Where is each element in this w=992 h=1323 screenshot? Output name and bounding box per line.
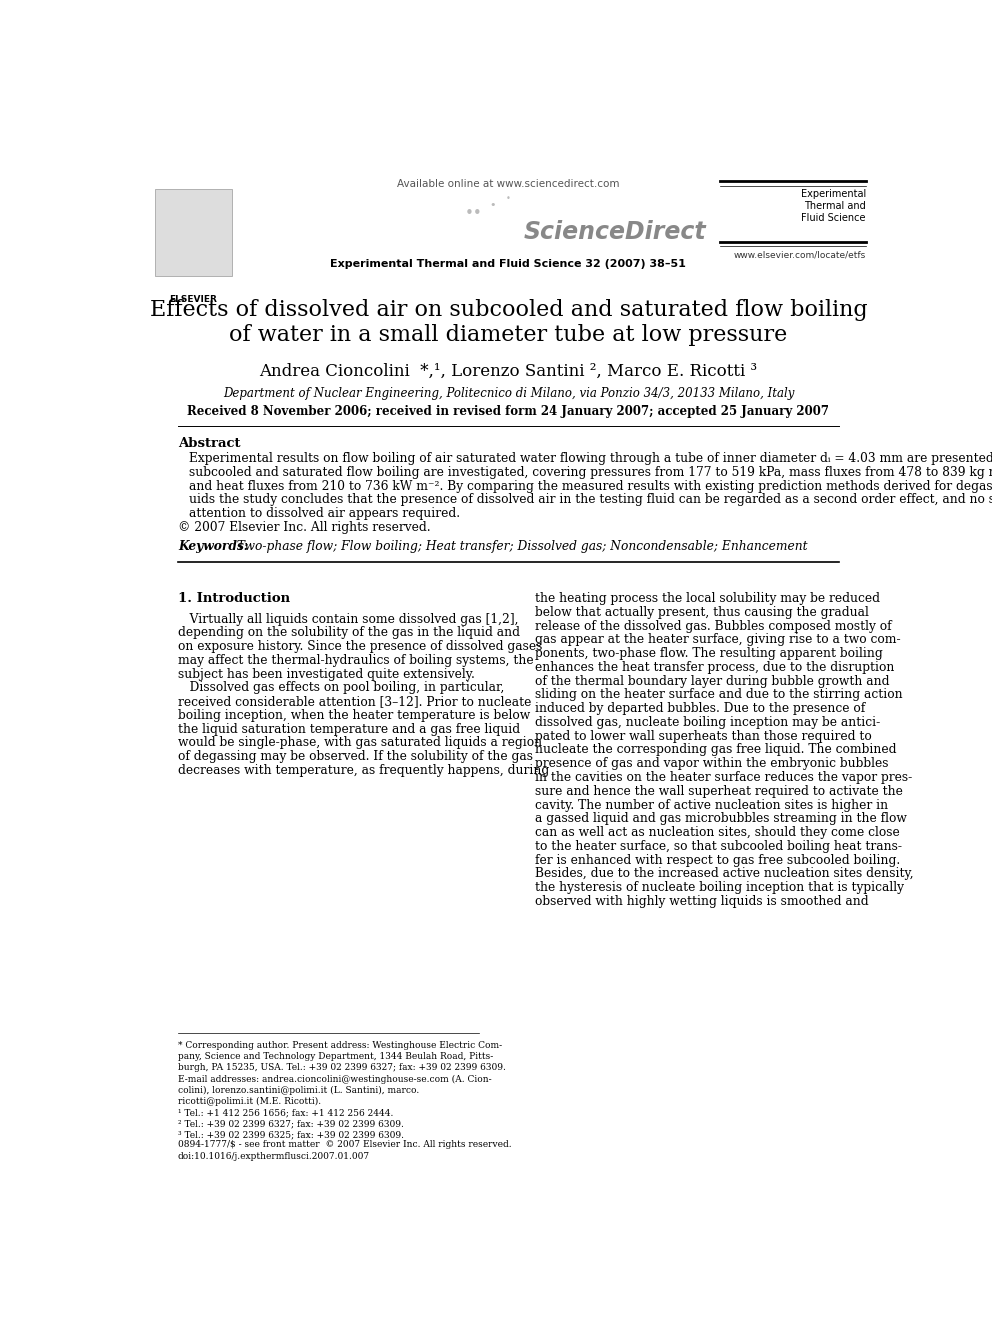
Text: of the thermal boundary layer during bubble growth and: of the thermal boundary layer during bub… bbox=[536, 675, 890, 688]
Text: uids the study concludes that the presence of dissolved air in the testing fluid: uids the study concludes that the presen… bbox=[189, 493, 992, 507]
Text: subcooled and saturated flow boiling are investigated, covering pressures from 1: subcooled and saturated flow boiling are… bbox=[189, 466, 992, 479]
Text: ••: •• bbox=[465, 205, 483, 221]
Text: colini), lorenzo.santini@polimi.it (L. Santini), marco.: colini), lorenzo.santini@polimi.it (L. S… bbox=[178, 1086, 419, 1095]
Text: E-mail addresses: andrea.cioncolini@westinghouse-se.com (A. Cion-: E-mail addresses: andrea.cioncolini@west… bbox=[178, 1074, 491, 1084]
Text: ¹ Tel.: +1 412 256 1656; fax: +1 412 256 2444.: ¹ Tel.: +1 412 256 1656; fax: +1 412 256… bbox=[178, 1109, 393, 1117]
Text: boiling inception, when the heater temperature is below: boiling inception, when the heater tempe… bbox=[178, 709, 530, 722]
Text: Available online at www.sciencedirect.com: Available online at www.sciencedirect.co… bbox=[397, 179, 620, 189]
Text: Received 8 November 2006; received in revised form 24 January 2007; accepted 25 : Received 8 November 2006; received in re… bbox=[187, 405, 829, 418]
Text: the heating process the local solubility may be reduced: the heating process the local solubility… bbox=[536, 593, 880, 605]
Text: sliding on the heater surface and due to the stirring action: sliding on the heater surface and due to… bbox=[536, 688, 903, 701]
Text: observed with highly wetting liquids is smoothed and: observed with highly wetting liquids is … bbox=[536, 894, 869, 908]
Text: a gassed liquid and gas microbubbles streaming in the flow: a gassed liquid and gas microbubbles str… bbox=[536, 812, 907, 826]
Text: * Corresponding author. Present address: Westinghouse Electric Com-: * Corresponding author. Present address:… bbox=[178, 1041, 502, 1050]
Text: below that actually present, thus causing the gradual: below that actually present, thus causin… bbox=[536, 606, 869, 619]
Text: Andrea Cioncolini  *,¹, Lorenzo Santini ², Marco E. Ricotti ³: Andrea Cioncolini *,¹, Lorenzo Santini ²… bbox=[259, 363, 758, 380]
Text: pated to lower wall superheats than those required to: pated to lower wall superheats than thos… bbox=[536, 730, 872, 742]
Text: doi:10.1016/j.expthermflusci.2007.01.007: doi:10.1016/j.expthermflusci.2007.01.007 bbox=[178, 1152, 370, 1162]
Text: 1. Introduction: 1. Introduction bbox=[178, 593, 290, 605]
Text: Keywords:: Keywords: bbox=[178, 540, 248, 553]
Text: to the heater surface, so that subcooled boiling heat trans-: to the heater surface, so that subcooled… bbox=[536, 840, 903, 853]
Text: attention to dissolved air appears required.: attention to dissolved air appears requi… bbox=[189, 507, 460, 520]
Text: Virtually all liquids contain some dissolved gas [1,2],: Virtually all liquids contain some disso… bbox=[178, 613, 518, 626]
Text: the hysteresis of nucleate boiling inception that is typically: the hysteresis of nucleate boiling incep… bbox=[536, 881, 905, 894]
Text: burgh, PA 15235, USA. Tel.: +39 02 2399 6327; fax: +39 02 2399 6309.: burgh, PA 15235, USA. Tel.: +39 02 2399 … bbox=[178, 1064, 506, 1073]
Text: ScienceDirect: ScienceDirect bbox=[524, 220, 706, 243]
Text: subject has been investigated quite extensively.: subject has been investigated quite exte… bbox=[178, 668, 475, 680]
Text: enhances the heat transfer process, due to the disruption: enhances the heat transfer process, due … bbox=[536, 662, 895, 673]
Text: on exposure history. Since the presence of dissolved gases: on exposure history. Since the presence … bbox=[178, 640, 543, 654]
Text: Two-phase flow; Flow boiling; Heat transfer; Dissolved gas; Noncondensable; Enha: Two-phase flow; Flow boiling; Heat trans… bbox=[228, 540, 807, 553]
Text: ponents, two-phase flow. The resulting apparent boiling: ponents, two-phase flow. The resulting a… bbox=[536, 647, 883, 660]
Text: depending on the solubility of the gas in the liquid and: depending on the solubility of the gas i… bbox=[178, 626, 520, 639]
Text: nucleate the corresponding gas free liquid. The combined: nucleate the corresponding gas free liqu… bbox=[536, 744, 897, 757]
Text: 0894-1777/$ - see front matter  © 2007 Elsevier Inc. All rights reserved.: 0894-1777/$ - see front matter © 2007 El… bbox=[178, 1140, 512, 1148]
Text: the liquid saturation temperature and a gas free liquid: the liquid saturation temperature and a … bbox=[178, 722, 520, 736]
Text: pany, Science and Technology Department, 1344 Beulah Road, Pitts-: pany, Science and Technology Department,… bbox=[178, 1052, 493, 1061]
Text: release of the dissolved gas. Bubbles composed mostly of: release of the dissolved gas. Bubbles co… bbox=[536, 619, 892, 632]
Text: ³ Tel.: +39 02 2399 6325; fax: +39 02 2399 6309.: ³ Tel.: +39 02 2399 6325; fax: +39 02 23… bbox=[178, 1131, 404, 1139]
Text: can as well act as nucleation sites, should they come close: can as well act as nucleation sites, sho… bbox=[536, 826, 900, 839]
Text: Experimental results on flow boiling of air saturated water flowing through a tu: Experimental results on flow boiling of … bbox=[189, 452, 992, 466]
Text: of water in a small diameter tube at low pressure: of water in a small diameter tube at low… bbox=[229, 324, 788, 345]
Text: Experimental
Thermal and
Fluid Science: Experimental Thermal and Fluid Science bbox=[801, 189, 866, 222]
Text: •: • bbox=[506, 194, 511, 204]
Text: © 2007 Elsevier Inc. All rights reserved.: © 2007 Elsevier Inc. All rights reserved… bbox=[178, 521, 431, 534]
Text: Dissolved gas effects on pool boiling, in particular,: Dissolved gas effects on pool boiling, i… bbox=[178, 681, 504, 695]
Text: may affect the thermal-hydraulics of boiling systems, the: may affect the thermal-hydraulics of boi… bbox=[178, 654, 534, 667]
Text: •: • bbox=[490, 200, 496, 209]
Text: sure and hence the wall superheat required to activate the: sure and hence the wall superheat requir… bbox=[536, 785, 903, 798]
Text: Department of Nuclear Engineering, Politecnico di Milano, via Ponzio 34/3, 20133: Department of Nuclear Engineering, Polit… bbox=[223, 386, 794, 400]
Text: Abstract: Abstract bbox=[178, 437, 240, 450]
Text: dissolved gas, nucleate boiling inception may be antici-: dissolved gas, nucleate boiling inceptio… bbox=[536, 716, 881, 729]
Text: www.elsevier.com/locate/etfs: www.elsevier.com/locate/etfs bbox=[734, 250, 866, 259]
Bar bbox=[155, 189, 231, 277]
Text: decreases with temperature, as frequently happens, during: decreases with temperature, as frequentl… bbox=[178, 763, 549, 777]
Text: gas appear at the heater surface, giving rise to a two com-: gas appear at the heater surface, giving… bbox=[536, 634, 901, 647]
Text: Besides, due to the increased active nucleation sites density,: Besides, due to the increased active nuc… bbox=[536, 868, 914, 880]
Text: Experimental Thermal and Fluid Science 32 (2007) 38–51: Experimental Thermal and Fluid Science 3… bbox=[330, 258, 686, 269]
Text: ² Tel.: +39 02 2399 6327; fax: +39 02 2399 6309.: ² Tel.: +39 02 2399 6327; fax: +39 02 23… bbox=[178, 1119, 404, 1129]
Text: fer is enhanced with respect to gas free subcooled boiling.: fer is enhanced with respect to gas free… bbox=[536, 853, 901, 867]
Text: ELSEVIER: ELSEVIER bbox=[170, 295, 217, 304]
Text: of degassing may be observed. If the solubility of the gas: of degassing may be observed. If the sol… bbox=[178, 750, 533, 763]
Text: and heat fluxes from 210 to 736 kW m⁻². By comparing the measured results with e: and heat fluxes from 210 to 736 kW m⁻². … bbox=[189, 480, 992, 492]
Text: would be single-phase, with gas saturated liquids a region: would be single-phase, with gas saturate… bbox=[178, 737, 542, 749]
Text: presence of gas and vapor within the embryonic bubbles: presence of gas and vapor within the emb… bbox=[536, 757, 889, 770]
Text: Effects of dissolved air on subcooled and saturated flow boiling: Effects of dissolved air on subcooled an… bbox=[150, 299, 867, 321]
Text: ricotti@polimi.it (M.E. Ricotti).: ricotti@polimi.it (M.E. Ricotti). bbox=[178, 1097, 321, 1106]
Text: received considerable attention [3–12]. Prior to nucleate: received considerable attention [3–12]. … bbox=[178, 695, 531, 708]
Text: cavity. The number of active nucleation sites is higher in: cavity. The number of active nucleation … bbox=[536, 799, 889, 811]
Text: induced by departed bubbles. Due to the presence of: induced by departed bubbles. Due to the … bbox=[536, 703, 866, 716]
Text: in the cavities on the heater surface reduces the vapor pres-: in the cavities on the heater surface re… bbox=[536, 771, 913, 785]
